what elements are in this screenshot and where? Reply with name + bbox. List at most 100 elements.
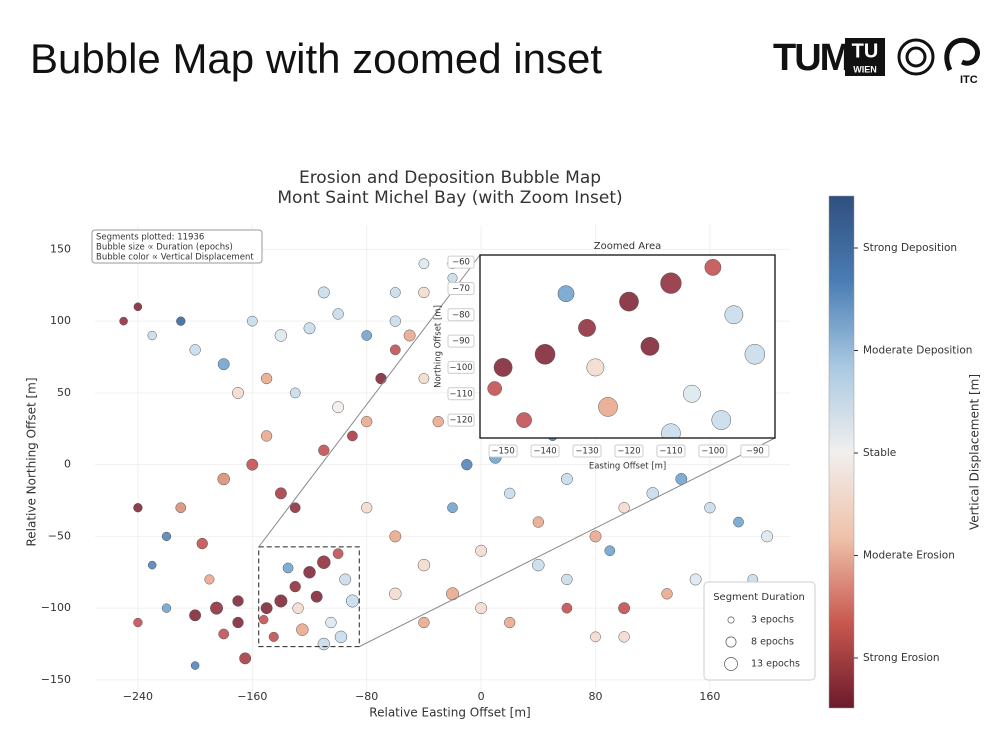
y-tick-label: 0 (64, 458, 71, 471)
bubble (660, 272, 682, 294)
bubble (534, 344, 556, 365)
bubble (317, 555, 331, 569)
inset-x-tick-label: −120 (617, 447, 640, 457)
colorbar (828, 195, 855, 709)
bubble (418, 258, 430, 270)
connector (359, 437, 776, 648)
y-tick-label: −50 (48, 529, 71, 542)
bubble (274, 594, 288, 608)
bubble (189, 344, 201, 356)
bubble (361, 330, 373, 341)
logo-seal (897, 38, 935, 76)
inset-tick-box (447, 334, 475, 348)
inset-tick-box (572, 444, 602, 458)
inset-frame (479, 254, 776, 439)
logo-itc-swirl (944, 37, 980, 72)
bubble (403, 329, 416, 342)
bubble (260, 602, 273, 615)
x-tick-label: −240 (123, 690, 153, 703)
bubble (347, 430, 358, 442)
inset-x-tick-label: −90 (746, 447, 764, 457)
bubble (493, 358, 513, 377)
inset-tick-box (488, 444, 518, 458)
bubble (418, 373, 430, 384)
inset-y-tick-label: −60 (452, 258, 470, 268)
inset-tick-box (740, 444, 770, 458)
chart-title: Erosion and Deposition Bubble Map (299, 168, 601, 188)
bubble (284, 371, 302, 389)
bubble (161, 531, 172, 542)
bubble (161, 282, 174, 295)
inset-x-tick-label: −100 (701, 447, 724, 457)
bubble (532, 558, 545, 572)
bubble (204, 574, 215, 585)
bubble (318, 444, 330, 456)
inset-tick-box (614, 444, 644, 458)
inset-x-tick-label: −130 (575, 447, 598, 457)
bubble (303, 322, 316, 335)
inset-tick-box (447, 281, 475, 295)
bubble (274, 487, 287, 500)
bubble (339, 573, 352, 586)
logo-seal-inner (905, 46, 927, 68)
annotation-text: Bubble color ∝ Vertical Displacement (96, 253, 254, 263)
bubble (218, 628, 230, 640)
bubble (133, 503, 143, 513)
bubble (788, 16, 805, 33)
inset-y-tick-label: −120 (449, 416, 472, 426)
bubble (389, 344, 401, 356)
bubble (560, 473, 573, 485)
inset-tick-box (447, 413, 475, 427)
bubble (955, 279, 974, 298)
bubble (196, 537, 208, 550)
bubble (578, 319, 596, 337)
inset-y-label: Northing Offset [m] (434, 305, 444, 388)
bubble (303, 566, 316, 579)
colorbar-title: Vertical Displacement [m] (968, 374, 982, 530)
legend-bubble (725, 636, 737, 648)
legend-label: 13 epochs (751, 659, 800, 670)
colorbar-label: Moderate Erosion (863, 550, 955, 562)
bubble (598, 397, 618, 417)
bubble (711, 410, 732, 430)
bubble (202, 360, 216, 374)
bubble (118, 176, 132, 190)
logo-itc: ITC (960, 74, 978, 86)
bubble (618, 502, 630, 514)
bubble (475, 544, 488, 557)
bubble (375, 372, 387, 385)
bubble (704, 0, 722, 8)
bubble (259, 614, 269, 625)
bubble (176, 316, 186, 326)
inset-y-tick-label: −110 (449, 389, 472, 399)
inset-tick-box (447, 255, 475, 269)
bubble (411, 346, 428, 363)
inset-tick-box (447, 308, 475, 322)
legend-label: 3 epochs (751, 615, 794, 626)
bubble (704, 258, 722, 276)
bubble (619, 291, 639, 312)
legend-label: 8 epochs (751, 637, 794, 648)
bubble (346, 357, 366, 377)
bubble (604, 545, 616, 557)
bubble (561, 602, 573, 614)
bubble (431, 450, 449, 468)
y-tick-label: 50 (57, 386, 71, 399)
bubble (232, 595, 244, 607)
bubble (325, 616, 337, 629)
overlay: −240 −160 −80 0 80 160 150 100 50 0 −50 −100 −150 Seg… (41, 0, 982, 709)
bubble (589, 530, 602, 543)
bubble (536, 148, 554, 166)
bubble (447, 273, 458, 284)
x-tick-label: 0 (478, 690, 485, 703)
bubble (133, 302, 143, 312)
bubble (418, 286, 430, 299)
bubble (287, 466, 300, 479)
logo-tum: TUM (773, 37, 850, 79)
bubble (683, 384, 701, 403)
bubble (282, 562, 294, 574)
bubble (661, 423, 681, 438)
y-tick-label: −100 (41, 601, 71, 614)
bubble (289, 502, 301, 514)
